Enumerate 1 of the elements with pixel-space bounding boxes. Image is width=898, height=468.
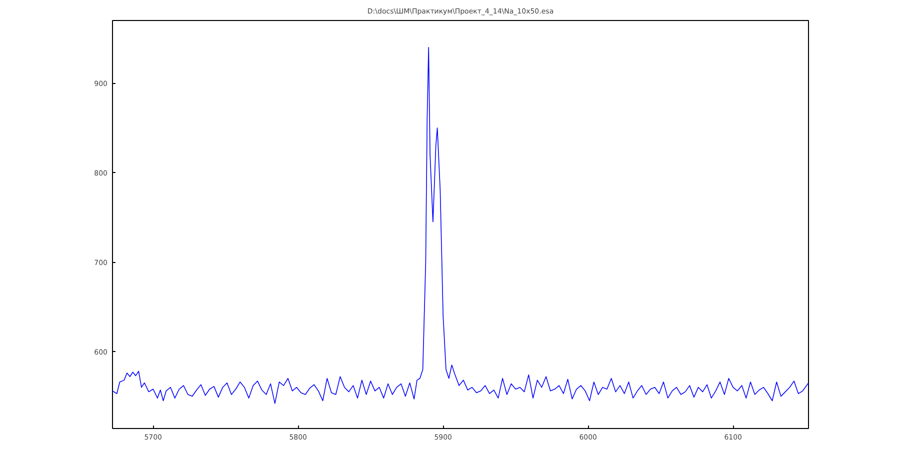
line-series bbox=[112, 46, 808, 404]
